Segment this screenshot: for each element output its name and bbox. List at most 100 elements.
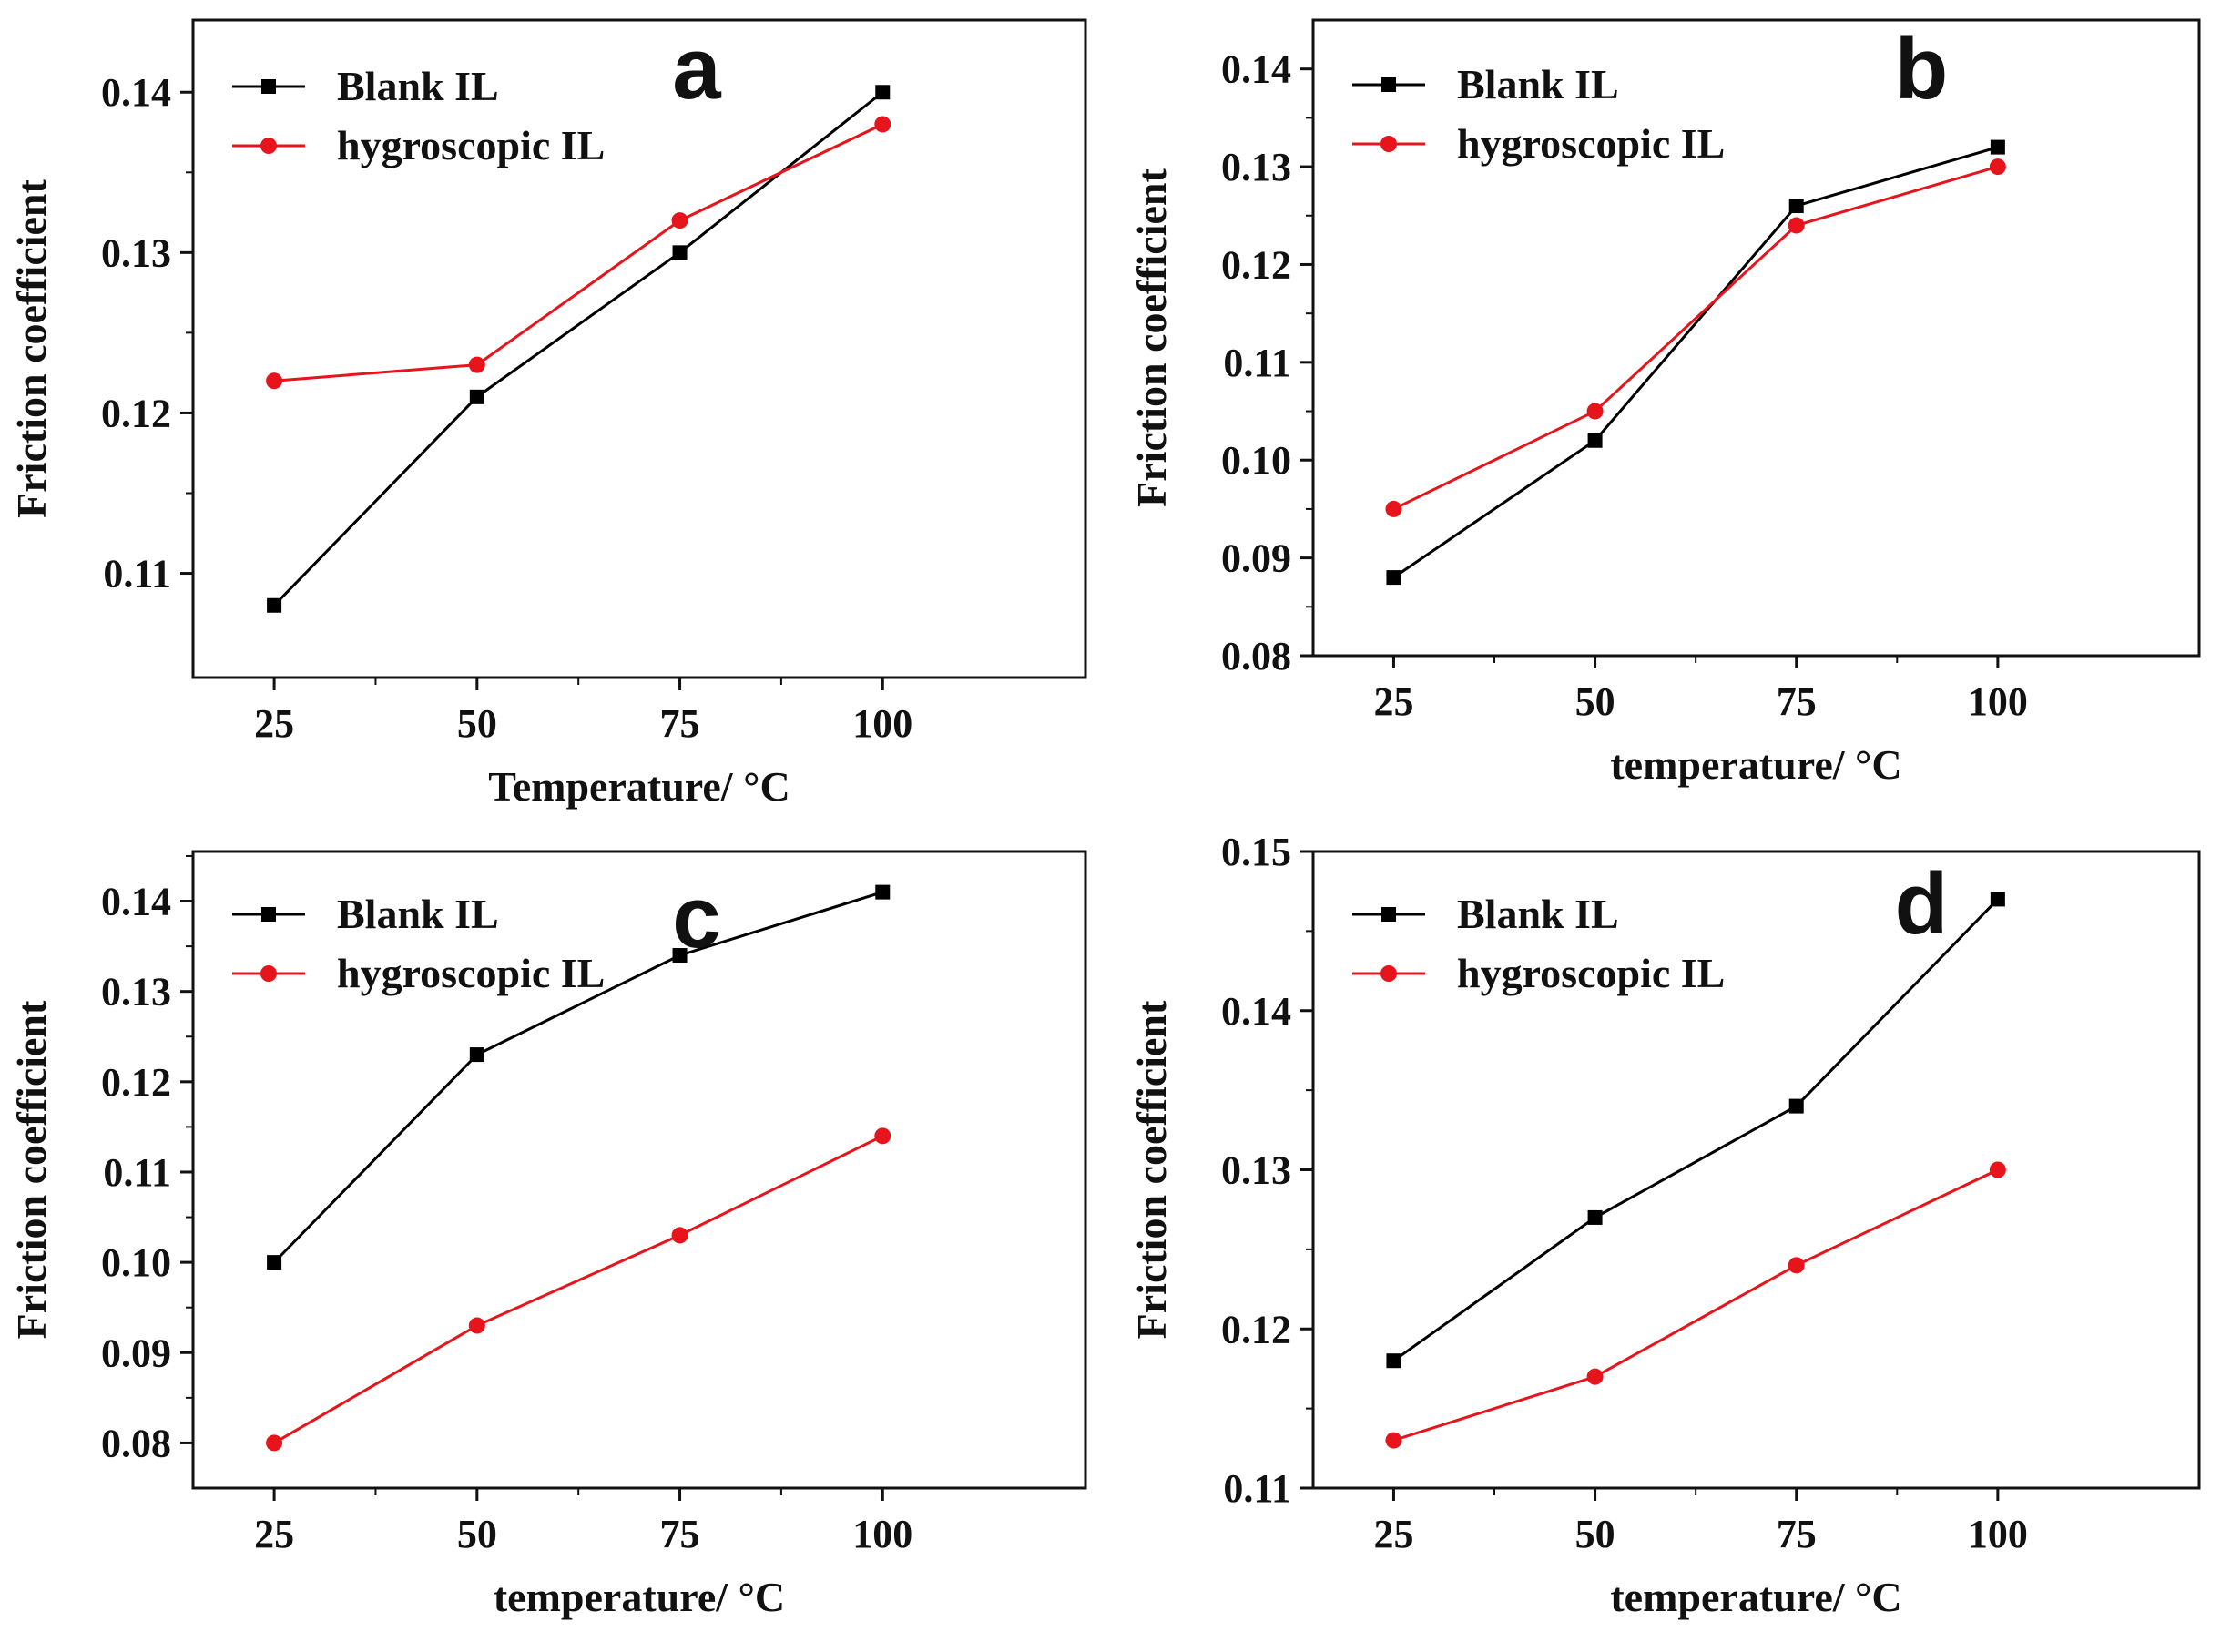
data-point-hygroscopic-il	[1385, 1432, 1402, 1449]
y-tick-label: 0.12	[101, 1060, 171, 1105]
legend-marker	[261, 907, 276, 922]
panel-letter: b	[1895, 20, 1949, 117]
y-tick-label: 0.13	[101, 970, 171, 1015]
data-point-blank-il	[1788, 199, 1804, 214]
y-tick-label: 0.13	[101, 230, 171, 275]
y-tick-label: 0.14	[101, 70, 171, 115]
plot-frame	[191, 18, 1087, 679]
x-tick-label: 100	[1968, 679, 2028, 724]
y-axis-title: Friction coefficient	[8, 1000, 55, 1339]
legend-label: hygroscopic IL	[337, 950, 605, 996]
panel-c: 25 50 75 100 0.08 0.09 0.10 0.11 0.12 0.13 0.14 tem…	[8, 850, 1087, 1620]
data-point-blank-il	[267, 597, 282, 613]
data-point-blank-il	[1587, 1209, 1603, 1225]
y-tick-label: 0.11	[1223, 341, 1291, 385]
legend-label: hygroscopic IL	[337, 122, 605, 168]
y-tick-label: 0.09	[101, 1331, 171, 1375]
series-line-blank-il	[1392, 898, 1999, 1362]
data-point-blank-il	[875, 884, 891, 900]
x-tick-label: 25	[1373, 679, 1413, 724]
y-tick-label: 0.09	[1221, 536, 1291, 581]
data-point-blank-il	[1990, 892, 2005, 907]
legend-label: Blank IL	[1457, 61, 1619, 107]
x-tick-label: 25	[1373, 1512, 1413, 1556]
data-point-blank-il	[1587, 433, 1603, 448]
panel-b: 25 50 75 100 0.08 0.09 0.10 0.11 0.12 0.13 0.14 tem…	[1128, 18, 2201, 788]
data-point-blank-il	[1990, 139, 2005, 155]
data-point-hygroscopic-il	[1586, 403, 1604, 420]
y-tick-label: 0.15	[1221, 830, 1291, 874]
legend-label: Blank IL	[337, 891, 499, 937]
y-axis-title: Friction coefficient	[1128, 1000, 1175, 1339]
x-axis-title: Temperature/ °C	[488, 763, 790, 810]
x-tick-label: 50	[1575, 1512, 1615, 1556]
data-point-blank-il	[1788, 1098, 1804, 1114]
legend-marker	[1380, 965, 1397, 982]
x-axis-title: temperature/ °C	[1610, 741, 1901, 788]
x-tick-label: 100	[1968, 1512, 2028, 1556]
data-point-blank-il	[672, 948, 688, 964]
y-tick-label: 0.12	[1221, 242, 1291, 287]
legend-label: hygroscopic IL	[1457, 950, 1725, 996]
data-point-hygroscopic-il	[671, 1227, 688, 1244]
data-point-hygroscopic-il	[468, 1317, 485, 1334]
data-point-hygroscopic-il	[671, 212, 688, 229]
y-tick-label: 0.14	[1221, 47, 1291, 92]
y-tick-label: 0.08	[1221, 634, 1291, 678]
plot-frame	[191, 850, 1087, 1490]
y-tick-label: 0.14	[1221, 989, 1291, 1034]
y-tick-label: 0.10	[1221, 438, 1291, 483]
panel-letter: d	[1895, 855, 1949, 953]
x-tick-label: 50	[1575, 679, 1615, 724]
data-point-hygroscopic-il	[874, 116, 891, 133]
series-line-hygroscopic-il	[273, 123, 883, 382]
data-point-hygroscopic-il	[1586, 1368, 1604, 1385]
legend-label: Blank IL	[1457, 891, 1619, 937]
data-point-blank-il	[875, 85, 891, 100]
series-line-blank-il	[1392, 146, 1999, 579]
y-tick-label: 0.14	[101, 880, 171, 924]
legend-marker	[1380, 136, 1397, 152]
x-tick-label: 75	[1777, 1512, 1817, 1556]
panel-letter: a	[672, 20, 721, 117]
y-tick-label: 0.10	[101, 1240, 171, 1285]
x-tick-label: 75	[660, 1512, 700, 1556]
data-point-blank-il	[469, 389, 484, 404]
data-point-hygroscopic-il	[874, 1127, 891, 1145]
series-line-hygroscopic-il	[1392, 165, 1999, 511]
data-point-blank-il	[1386, 1353, 1401, 1369]
y-axis-title: Friction coefficient	[8, 178, 55, 517]
y-tick-label: 0.13	[1221, 1148, 1291, 1193]
x-tick-label: 25	[254, 1512, 294, 1556]
data-point-blank-il	[1386, 570, 1401, 586]
legend-marker	[1381, 77, 1396, 92]
y-tick-label: 0.12	[1221, 1307, 1291, 1351]
y-tick-label: 0.12	[101, 391, 171, 435]
data-point-hygroscopic-il	[266, 1434, 283, 1452]
panel-d: 25 50 75 100 0.11 0.12 0.13 0.14 0.15 temperature…	[1128, 830, 2201, 1620]
data-point-hygroscopic-il	[1385, 500, 1402, 517]
legend-marker	[260, 138, 277, 154]
data-point-hygroscopic-il	[266, 372, 283, 390]
panel-a: 25 50 75 100 0.11 0.12 0.13 0.14 Temperature/ °C…	[8, 18, 1087, 810]
series-line-hygroscopic-il	[1393, 1168, 1999, 1443]
data-point-blank-il	[267, 1255, 282, 1270]
data-point-blank-il	[469, 1047, 484, 1063]
series-line-blank-il	[273, 91, 884, 607]
data-point-hygroscopic-il	[1788, 217, 1805, 234]
x-tick-label: 100	[852, 701, 912, 746]
y-tick-label: 0.13	[1221, 145, 1291, 189]
x-tick-label: 100	[852, 1512, 912, 1556]
legend-label: Blank IL	[337, 63, 499, 109]
legend-marker	[1381, 907, 1396, 922]
x-tick-label: 75	[1777, 679, 1817, 724]
data-point-hygroscopic-il	[1788, 1257, 1805, 1274]
plot-frame	[1311, 850, 2201, 1490]
series-line-blank-il	[273, 891, 883, 1264]
x-tick-label: 75	[660, 701, 700, 746]
x-axis-title: temperature/ °C	[1610, 1574, 1901, 1620]
y-tick-label: 0.11	[103, 552, 171, 597]
y-tick-label: 0.11	[103, 1150, 171, 1195]
panel-letter: c	[672, 869, 720, 966]
